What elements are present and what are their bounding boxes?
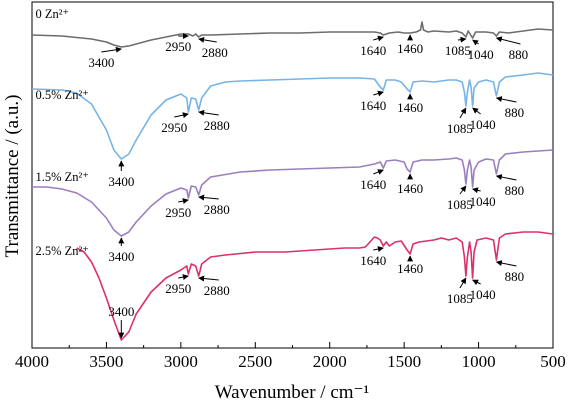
annotation-arrow <box>373 35 384 42</box>
peak-label: 1460 <box>397 261 423 276</box>
x-tick-label: 1500 <box>387 352 421 371</box>
x-axis: 4000 3500 3000 2500 2000 1500 1000 500 <box>15 342 566 371</box>
peak-label: 3400 <box>88 55 114 70</box>
peak-label: 1460 <box>397 41 423 56</box>
series-label-3: 2.5% Zn²⁺ <box>35 244 88 258</box>
annotation-arrow <box>174 112 189 119</box>
peak-label: 2950 <box>165 281 191 296</box>
peak-label: 1640 <box>360 253 386 268</box>
peak-label: 1040 <box>470 287 496 302</box>
peak-label: 880 <box>505 269 525 284</box>
annotation-arrow <box>472 279 481 286</box>
x-tick-label: 3500 <box>89 352 123 371</box>
series-label-1: 0.5% Zn²⁺ <box>35 88 88 102</box>
series-line-2 <box>32 149 554 237</box>
annotation-arrow <box>373 246 384 253</box>
peak-label: 3400 <box>108 249 134 264</box>
y-axis-title: Transmittance / (a.u.) <box>2 95 23 258</box>
peak-label: 3400 <box>108 174 134 189</box>
series-line-3 <box>76 231 554 341</box>
annotation-arrow <box>457 36 467 43</box>
annotation-arrow <box>178 198 189 205</box>
peak-label: 2880 <box>204 202 230 217</box>
peak-label: 1640 <box>360 98 386 113</box>
annotation-arrow <box>495 96 517 103</box>
series-labels: 0 Zn²⁺ 0.5% Zn²⁺ 1.5% Zn²⁺ 2.5% Zn²⁺ <box>35 7 88 258</box>
curves <box>31 21 554 341</box>
peak-label: 2950 <box>161 120 187 135</box>
annotation-arrow <box>472 187 481 194</box>
annotation-arrow <box>373 169 384 175</box>
peak-label: 1460 <box>397 181 423 196</box>
peak-label: 1040 <box>470 194 496 209</box>
series-line-1 <box>31 72 554 160</box>
peak-label: 2950 <box>165 39 191 54</box>
x-tick-label: 4000 <box>15 352 49 371</box>
x-tick-label: 3000 <box>164 352 198 371</box>
peak-label: 880 <box>505 183 525 198</box>
annotation-arrow <box>198 36 217 43</box>
annotation-arrow <box>472 107 481 115</box>
peak-label: 1085 <box>447 121 473 136</box>
peak-label: 3400 <box>108 304 134 319</box>
x-tick-label: 2000 <box>313 352 347 371</box>
peak-label: 1640 <box>360 177 386 192</box>
annotation-arrow <box>459 107 467 119</box>
series-line-0 <box>31 21 554 48</box>
x-tick-label: 2500 <box>238 352 272 371</box>
peak-label: 1460 <box>397 100 423 115</box>
annotation-arrow <box>459 277 467 289</box>
peak-label: 2880 <box>202 45 228 60</box>
x-tick-label: 1000 <box>462 352 496 371</box>
peak-label: 1085 <box>447 291 473 306</box>
annotation-arrow <box>198 194 219 201</box>
peak-label: 1040 <box>470 117 496 132</box>
peak-label: 1040 <box>468 47 494 62</box>
annotation-arrow <box>373 90 384 97</box>
peak-label: 1085 <box>447 197 473 212</box>
annotation-arrow <box>495 174 517 181</box>
annotation-arrow <box>198 109 219 116</box>
x-axis-title: Wavenumber / cm⁻¹ <box>215 382 370 403</box>
annotation-arrow <box>495 36 521 45</box>
annotation-arrow <box>178 274 189 281</box>
series-label-0: 0 Zn²⁺ <box>35 7 69 21</box>
annotation-arrow <box>495 260 517 267</box>
annotation-arrow <box>198 275 219 282</box>
peak-label: 2880 <box>204 118 230 133</box>
peak-label: 1085 <box>445 43 471 58</box>
peak-label: 880 <box>509 47 529 62</box>
peak-label: 880 <box>505 105 525 120</box>
annotation-arrow <box>472 39 479 46</box>
peak-label: 1640 <box>360 43 386 58</box>
x-tick-label: 500 <box>540 352 566 371</box>
annotation-arrow <box>101 46 122 53</box>
peak-label: 2950 <box>165 205 191 220</box>
peak-label: 2880 <box>204 283 230 298</box>
series-label-2: 1.5% Zn²⁺ <box>35 170 88 184</box>
annotation-arrow <box>459 185 467 195</box>
